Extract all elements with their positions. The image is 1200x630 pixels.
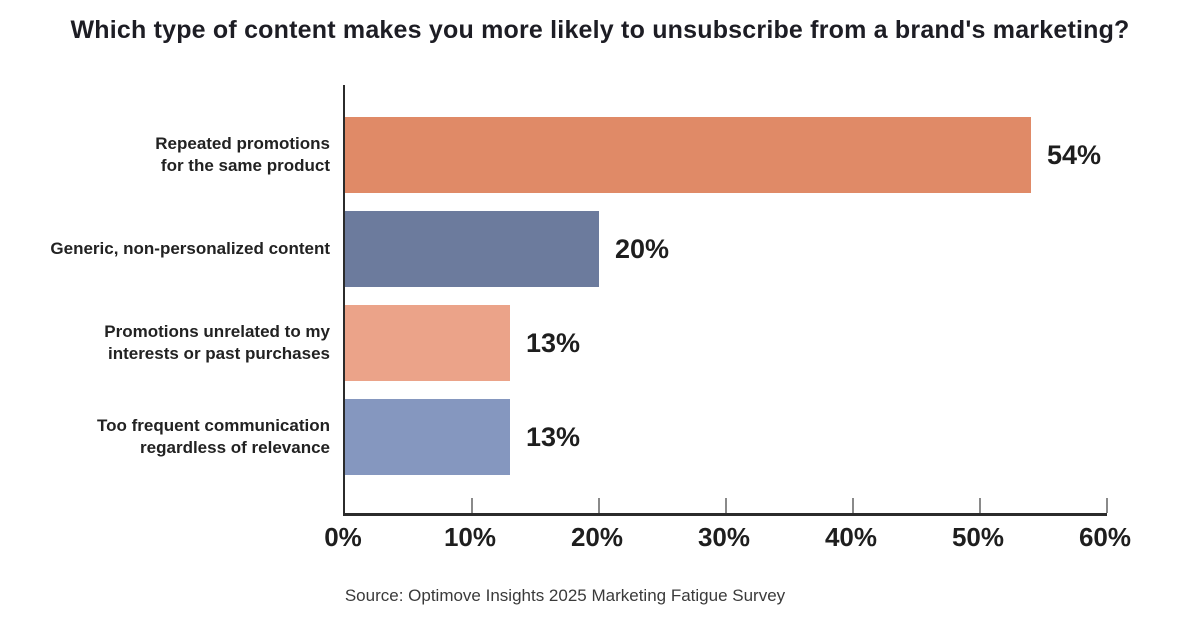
- category-label: Promotions unrelated to my interests or …: [104, 322, 330, 363]
- source-note: Source: Optimove Insights 2025 Marketing…: [344, 586, 786, 605]
- x-axis-tick-label: 10%: [443, 522, 497, 552]
- x-axis-tick-label: 20%: [570, 522, 624, 552]
- x-axis-tick-label: 40%: [824, 522, 878, 552]
- chart-title: Which type of content makes you more lik…: [70, 16, 1130, 44]
- category-label: Repeated promotions for the same product: [155, 134, 330, 175]
- bar-value-label: 20%: [615, 233, 670, 264]
- x-axis-tick-label: 60%: [1078, 522, 1132, 552]
- plot-area: [343, 85, 1108, 516]
- x-axis-tick: [1106, 498, 1108, 513]
- bar: [345, 305, 510, 381]
- x-axis-tick: [852, 498, 854, 513]
- bar-value-label: 54%: [1047, 139, 1102, 170]
- bar: [345, 399, 510, 475]
- x-axis-tick-label: 30%: [697, 522, 751, 552]
- x-axis-tick-label: 0%: [324, 522, 362, 552]
- category-label: Too frequent communication regardless of…: [97, 416, 330, 457]
- bar: [345, 117, 1031, 193]
- x-axis-tick: [979, 498, 981, 513]
- x-axis-tick: [725, 498, 727, 513]
- x-axis-tick: [471, 498, 473, 513]
- bar: [345, 211, 599, 287]
- bar-value-label: 13%: [526, 327, 581, 358]
- x-axis-tick-label: 50%: [951, 522, 1005, 552]
- bar-value-label: 13%: [526, 421, 581, 452]
- x-axis-tick: [598, 498, 600, 513]
- category-label: Generic, non-personalized content: [50, 239, 330, 258]
